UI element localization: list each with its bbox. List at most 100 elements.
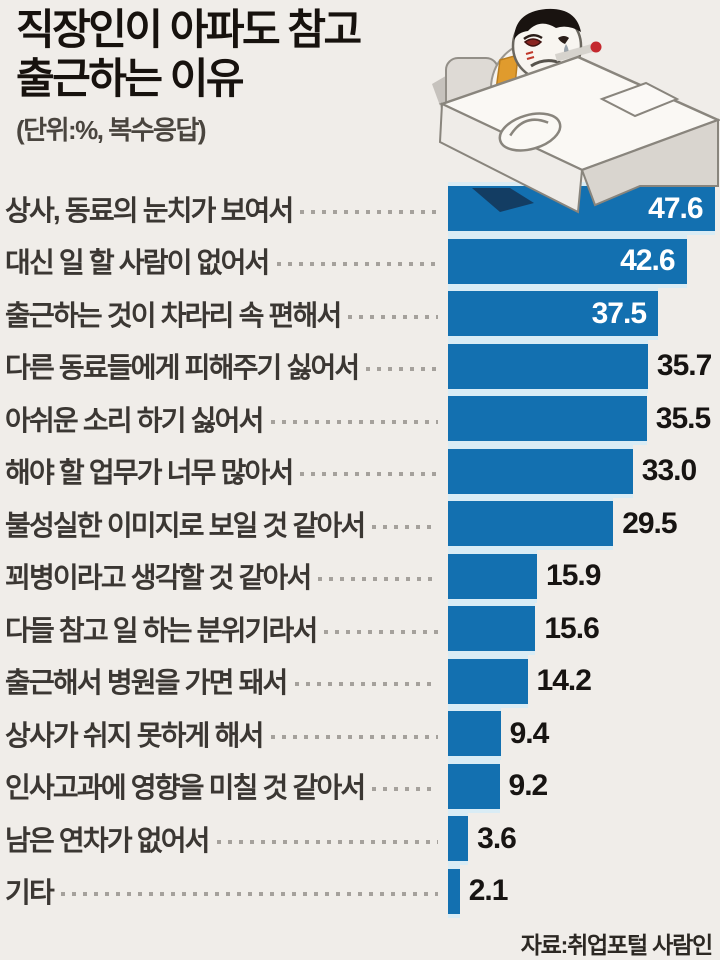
- dotted-leader: [270, 734, 438, 739]
- bar-value: 33.0: [641, 454, 697, 487]
- bar-row: 다른 동료들에게 피해주기 싫어서 35.7: [0, 343, 720, 389]
- bar-row: 출근해서 병원을 가면 돼서 14.2: [0, 658, 720, 704]
- bar-label-wrap: 해야 할 업무가 너무 많아서: [0, 451, 448, 491]
- unit-note: (단위:%, 복수응답): [16, 115, 207, 146]
- cheek-marks: [525, 51, 535, 60]
- dotted-leader: [276, 262, 438, 266]
- bar-label-wrap: 꾀병이라고 생각할 것 같아서: [0, 556, 448, 596]
- bar-label: 남은 연차가 없어서: [5, 824, 210, 856]
- dotted-leader: [300, 472, 438, 476]
- bar: [448, 763, 500, 809]
- page-title: 직장인이 아파도 참고 출근하는 이유: [16, 6, 456, 103]
- title-line-1: 직장인이 아파도 참고: [16, 6, 362, 53]
- bar-label: 해야 할 업무가 너무 많아서: [5, 457, 294, 488]
- bar-value: 35.5: [655, 401, 711, 435]
- bar-label-wrap: 아쉬운 소리 하기 싫어서: [0, 399, 448, 439]
- bar-value: 3.6: [477, 821, 517, 855]
- bar-label: 대신 일 할 사람이 없어서: [5, 247, 270, 278]
- bar-label-wrap: 다들 참고 일 하는 분위기라서: [0, 609, 448, 649]
- bar-label-wrap: 대신 일 할 사람이 없어서: [0, 241, 448, 281]
- title-line-2: 출근하는 이유: [16, 54, 245, 102]
- bar-label-wrap: 기타: [0, 871, 448, 911]
- left-eyelid: [523, 34, 543, 41]
- bar: 42.6: [448, 238, 687, 284]
- bar-row: 남은 연차가 없어서 3.6: [0, 816, 720, 861]
- bar-row: 대신 일 할 사람이 없어서 42.6: [0, 238, 720, 284]
- bar: [448, 396, 647, 441]
- bar-row: 상사가 쉬지 못하게 해서 9.4: [0, 711, 720, 756]
- bar-label-wrap: 다른 동료들에게 피해주기 싫어서: [0, 346, 448, 386]
- bar: 37.5: [448, 291, 658, 336]
- bar-label-wrap: 상사, 동료의 눈치가 보여서: [0, 189, 448, 229]
- bar: [448, 711, 501, 756]
- bar-value: 15.6: [544, 611, 599, 645]
- bar-value: 9.2: [508, 769, 549, 802]
- bar-label: 인사고과에 영향을 미칠 것 같아서: [5, 772, 366, 803]
- bar-label-wrap: 출근하는 것이 차라리 속 편해서: [0, 294, 448, 334]
- bar-chart: 상사, 동료의 눈치가 보여서 47.6 대신 일 할 사람이 없어서 42.6 출근하…: [0, 186, 720, 921]
- bar: [448, 868, 460, 914]
- bar-label-wrap: 불성실한 이미지로 보일 것 같아서: [0, 504, 448, 544]
- bar-label: 상사가 쉬지 못하게 해서: [5, 719, 264, 751]
- left-eye: [523, 38, 543, 47]
- thermometer-icon: [555, 44, 593, 62]
- bar-label: 기타: [5, 877, 55, 908]
- bar-value: 2.1: [468, 874, 509, 907]
- hair: [514, 8, 581, 40]
- bar-label: 아쉬운 소리 하기 싫어서: [5, 404, 264, 436]
- dotted-leader: [60, 892, 438, 896]
- header: 직장인이 아파도 참고 출근하는 이유 (단위:%, 복수응답): [16, 6, 456, 147]
- bar-value: 9.4: [509, 716, 550, 750]
- bar-value: 47.6: [648, 191, 703, 225]
- dotted-leader: [372, 524, 438, 529]
- bar-row: 아쉬운 소리 하기 싫어서 35.5: [0, 396, 720, 441]
- sick-worker-illustration: [432, 8, 720, 214]
- bar: [448, 658, 528, 704]
- bar: [448, 343, 648, 389]
- telephone: [498, 112, 562, 152]
- dotted-leader: [300, 209, 438, 214]
- dotted-leader: [348, 314, 438, 319]
- bar-row: 다들 참고 일 하는 분위기라서 15.6: [0, 606, 720, 651]
- bar-value: 42.6: [620, 244, 675, 277]
- bar-row: 불성실한 이미지로 보일 것 같아서 29.5: [0, 501, 720, 546]
- bar-row: 인사고과에 영향을 미칠 것 같아서 9.2: [0, 763, 720, 809]
- dotted-leader: [324, 629, 438, 634]
- bar: [448, 606, 536, 651]
- bar-value: 29.5: [622, 506, 677, 540]
- right-eye: [558, 36, 569, 44]
- thermometer-outline: [554, 44, 594, 62]
- bar-row: 출근하는 것이 차라리 속 편해서 37.5: [0, 291, 720, 336]
- bar: [448, 501, 614, 546]
- dotted-leader: [372, 787, 438, 791]
- dotted-leader: [270, 419, 438, 424]
- bar-label-wrap: 상사가 쉬지 못하게 해서: [0, 714, 448, 754]
- bar-label: 출근해서 병원을 가면 돼서: [5, 667, 288, 698]
- desk-cast-shadow: [472, 188, 534, 212]
- bar-label: 출근하는 것이 차라리 속 편해서: [5, 299, 342, 331]
- bar-row: 꾀병이라고 생각할 것 같아서 15.9: [0, 553, 720, 599]
- desk-right-face: [580, 118, 719, 207]
- dotted-leader: [294, 682, 438, 686]
- source-note: 자료:취업포털 사람인: [520, 932, 713, 958]
- bar-label-wrap: 남은 연차가 없어서: [0, 819, 448, 859]
- bar-value: 15.9: [546, 559, 601, 592]
- bar: [448, 448, 633, 494]
- bar-label: 꾀병이라고 생각할 것 같아서: [5, 562, 312, 593]
- dotted-leader: [216, 839, 438, 844]
- bar-value: 37.5: [591, 296, 647, 330]
- bar-label: 다들 참고 일 하는 분위기라서: [5, 614, 318, 646]
- mouth: [530, 59, 562, 68]
- thermometer-tip: [590, 41, 602, 53]
- bar-row: 기타 2.1: [0, 868, 720, 914]
- dotted-leader: [318, 577, 438, 581]
- bar-label-wrap: 인사고과에 영향을 미칠 것 같아서: [0, 766, 448, 806]
- bar-label: 상사, 동료의 눈치가 보여서: [5, 194, 294, 226]
- bar: [448, 816, 469, 861]
- bar-row: 해야 할 업무가 너무 많아서 33.0: [0, 448, 720, 494]
- bar: [448, 553, 538, 599]
- bar-label-wrap: 출근해서 병원을 가면 돼서: [0, 661, 448, 701]
- dotted-leader: [366, 367, 438, 371]
- bar-row: 상사, 동료의 눈치가 보여서 47.6: [0, 186, 720, 231]
